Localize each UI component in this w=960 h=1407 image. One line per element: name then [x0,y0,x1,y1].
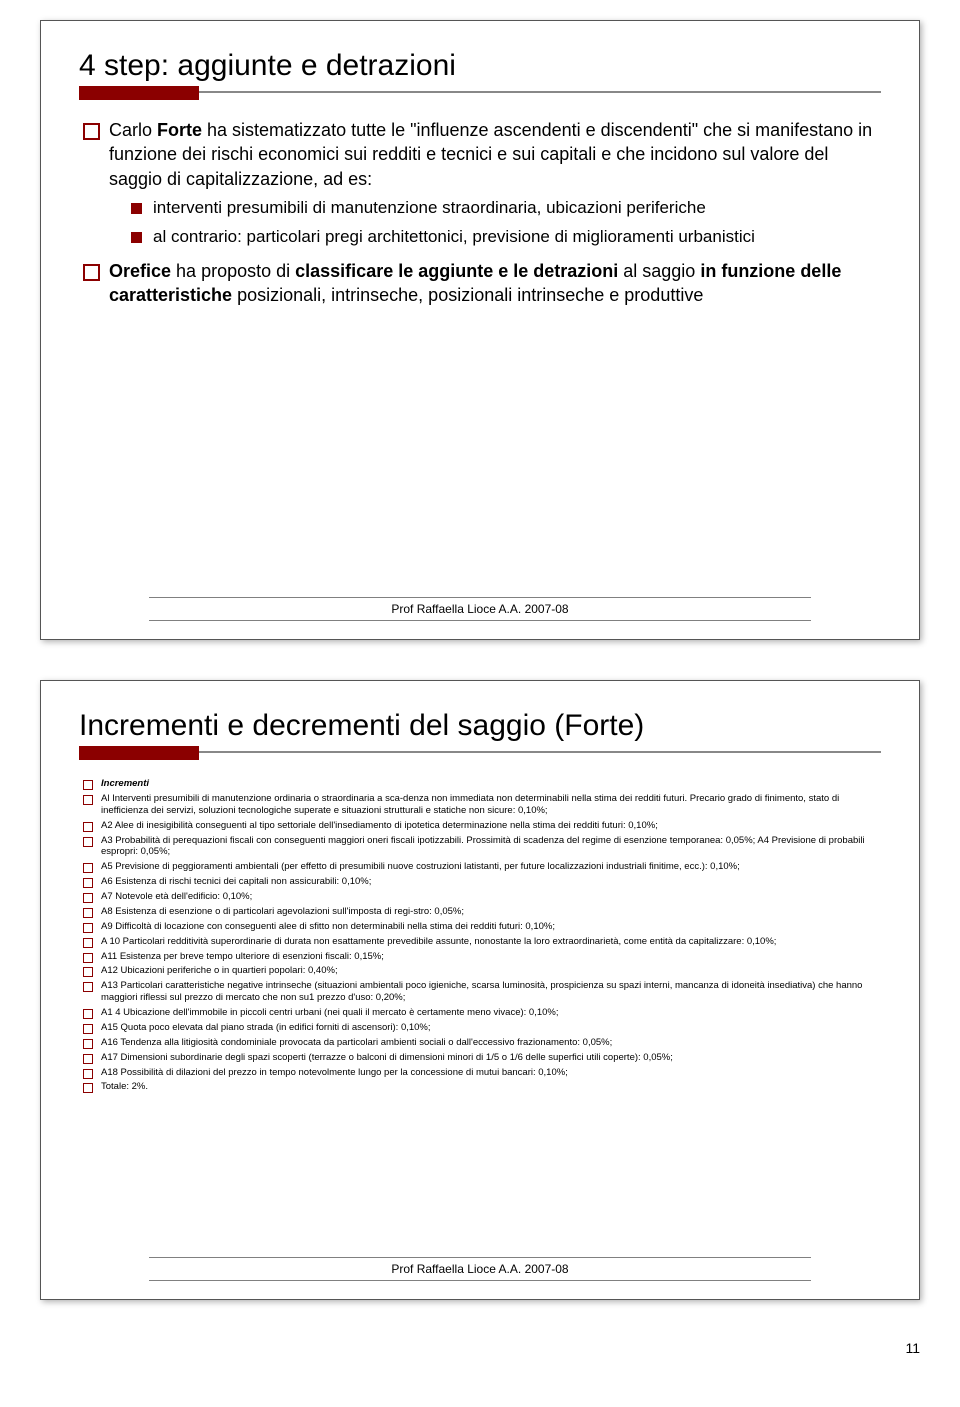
bullet-item-header: Incrementi [83,778,881,790]
bullet-item: A15 Quota poco elevata dal piano strada … [83,1022,881,1034]
footer-rule [149,620,811,621]
bullet-item: al contrario: particolari pregi architet… [131,226,881,249]
footer-text: Prof Raffaella Lioce A.A. 2007-08 [391,1260,568,1278]
footer-rule [149,1280,811,1281]
slide-title: Incrementi e decrementi del saggio (Fort… [79,709,881,743]
bullet-item: A11 Esistenza per breve tempo ulteriore … [83,951,881,963]
bullet-item: A13 Particolari caratteristiche negative… [83,980,881,1004]
bullet-item: interventi presumibili di manutenzione s… [131,197,881,220]
bullet-item: A2 Alee di inesigibilità conseguenti al … [83,820,881,832]
slide-footer: Prof Raffaella Lioce A.A. 2007-08 [79,1257,881,1281]
bullet-item: A17 Dimensioni subordinarie degli spazi … [83,1052,881,1064]
title-divider [79,86,881,100]
slide-content: Incrementi Al Interventi presumibili di … [79,778,881,1227]
bullet-list-level1: Carlo Forte ha sistematizzato tutte le "… [79,118,881,307]
bullet-item: A5 Previsione di peggioramenti ambiental… [83,861,881,873]
title-bar-red [79,746,199,760]
bullet-item: A7 Notevole età dell'edificio: 0,10%; [83,891,881,903]
text-bold: Forte [157,120,202,140]
title-bar-gray [199,86,881,93]
footer-text: Prof Raffaella Lioce A.A. 2007-08 [391,600,568,618]
bullet-item: A9 Difficoltà di locazione con conseguen… [83,921,881,933]
slide-content: Carlo Forte ha sistematizzato tutte le "… [79,118,881,567]
title-divider [79,746,881,760]
bullet-item: Orefice ha proposto di classificare le a… [83,259,881,308]
bullet-item: Al Interventi presumibili di manutenzion… [83,793,881,817]
bullet-item: A3 Probabilità di perequazioni fiscali c… [83,835,881,859]
bullet-item: A1 4 Ubicazione dell'immobile in piccoli… [83,1007,881,1019]
footer-rule [149,1257,811,1258]
text-bold: classificare le aggiunte e le detrazioni [295,261,618,281]
title-bar-gray [199,746,881,753]
text: Carlo [109,120,157,140]
bullet-item: A8 Esistenza di esenzione o di particola… [83,906,881,918]
title-bar-red [79,86,199,100]
slide-2: Incrementi e decrementi del saggio (Fort… [40,680,920,1300]
text: ha proposto di [171,261,295,281]
text: ha sistematizzato tutte le "influenze as… [109,120,872,189]
bullet-item: A 10 Particolari redditività superordina… [83,936,881,948]
bullet-item: A12 Ubicazioni periferiche o in quartier… [83,965,881,977]
bullet-list-level2: interventi presumibili di manutenzione s… [109,197,881,249]
page-number: 11 [0,1340,960,1376]
text-bold: Orefice [109,261,171,281]
bullet-item: A16 Tendenza alla litigiosità condominia… [83,1037,881,1049]
bullet-item: A6 Esistenza di rischi tecnici dei capit… [83,876,881,888]
bullet-item: A18 Possibilità di dilazioni del prezzo … [83,1067,881,1079]
bullet-list-small: Incrementi Al Interventi presumibili di … [79,778,881,1093]
bullet-item: Totale: 2%. [83,1081,881,1093]
slide-1: 4 step: aggiunte e detrazioni Carlo Fort… [40,20,920,640]
text: posizionali, intrinseche, posizionali in… [232,285,703,305]
text-emph: Incrementi [101,778,149,789]
slide-title: 4 step: aggiunte e detrazioni [79,49,881,83]
footer-rule [149,597,811,598]
text: al saggio [618,261,700,281]
slide-footer: Prof Raffaella Lioce A.A. 2007-08 [79,597,881,621]
bullet-item: Carlo Forte ha sistematizzato tutte le "… [83,118,881,249]
